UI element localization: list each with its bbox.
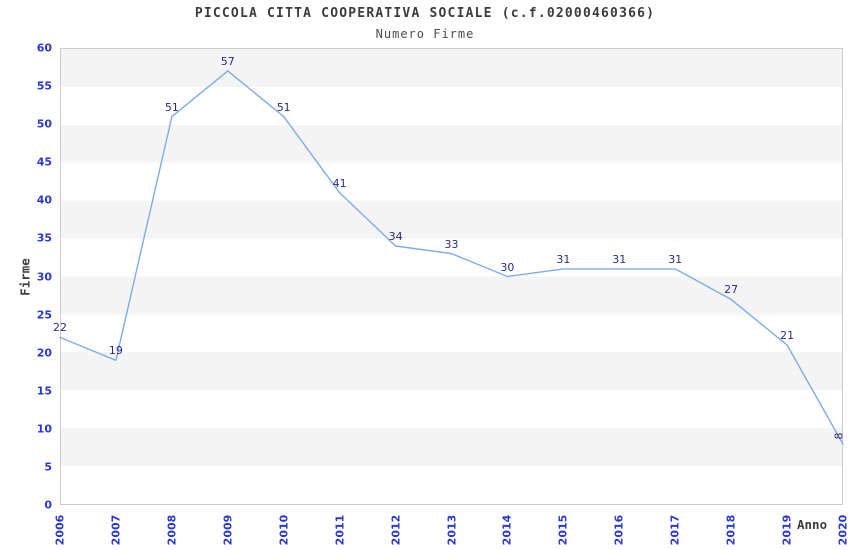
data-label: 51 <box>164 100 179 114</box>
x-tick-label: 2007 <box>109 514 123 546</box>
x-tick-label: 2015 <box>556 514 570 546</box>
x-tick-label: 2020 <box>836 514 850 546</box>
y-tick-label: 40 <box>36 193 52 207</box>
x-tick-label: 2017 <box>668 514 682 546</box>
plot-area <box>60 48 843 505</box>
y-tick-label: 45 <box>36 155 52 169</box>
x-tick-label: 2009 <box>221 514 235 546</box>
x-tick-label: 2010 <box>277 514 291 546</box>
x-tick-label: 2014 <box>500 514 514 546</box>
data-label: 31 <box>612 252 627 266</box>
y-tick-label: 25 <box>36 308 52 322</box>
x-tick-label: 2013 <box>445 514 458 546</box>
y-tick-label: 60 <box>36 41 52 55</box>
data-label: 51 <box>276 100 291 114</box>
data-label: 33 <box>444 237 459 251</box>
y-tick-label: 10 <box>36 422 52 436</box>
data-label: 30 <box>500 260 515 274</box>
data-label: 57 <box>220 54 235 68</box>
y-tick-label: 20 <box>36 346 52 360</box>
x-tick-label: 2012 <box>389 514 403 546</box>
data-label: 21 <box>780 329 795 343</box>
data-label: 27 <box>724 283 739 297</box>
y-tick-label: 55 <box>36 79 52 93</box>
x-tick-label: 2019 <box>780 514 794 546</box>
y-tick-label: 35 <box>36 231 52 245</box>
chart-title: PICCOLA CITTA COOPERATIVA SOCIALE (c.f.0… <box>194 6 656 21</box>
data-label: 41 <box>332 176 347 190</box>
data-label: 34 <box>388 230 403 243</box>
y-axis-title: Firme <box>17 258 33 296</box>
data-label: 19 <box>108 344 123 358</box>
x-axis-title: Anno <box>797 517 828 532</box>
data-label: 22 <box>53 321 67 335</box>
data-label: 31 <box>556 252 571 266</box>
x-tick-label: 2018 <box>724 514 738 546</box>
y-tick-label: 15 <box>36 384 52 398</box>
y-tick-label: 50 <box>36 117 52 131</box>
y-tick-label: 5 <box>44 460 52 474</box>
x-tick-label: 2006 <box>53 514 67 546</box>
y-tick-label: 0 <box>44 498 52 512</box>
data-label: 8 <box>832 432 846 440</box>
x-tick-label: 2008 <box>165 514 179 546</box>
chart-subtitle: Numero Firme <box>375 27 475 41</box>
y-tick-label: 30 <box>36 270 52 283</box>
data-label: 31 <box>668 252 683 266</box>
x-tick-label: 2016 <box>612 514 626 546</box>
x-tick-label: 2011 <box>333 514 347 546</box>
